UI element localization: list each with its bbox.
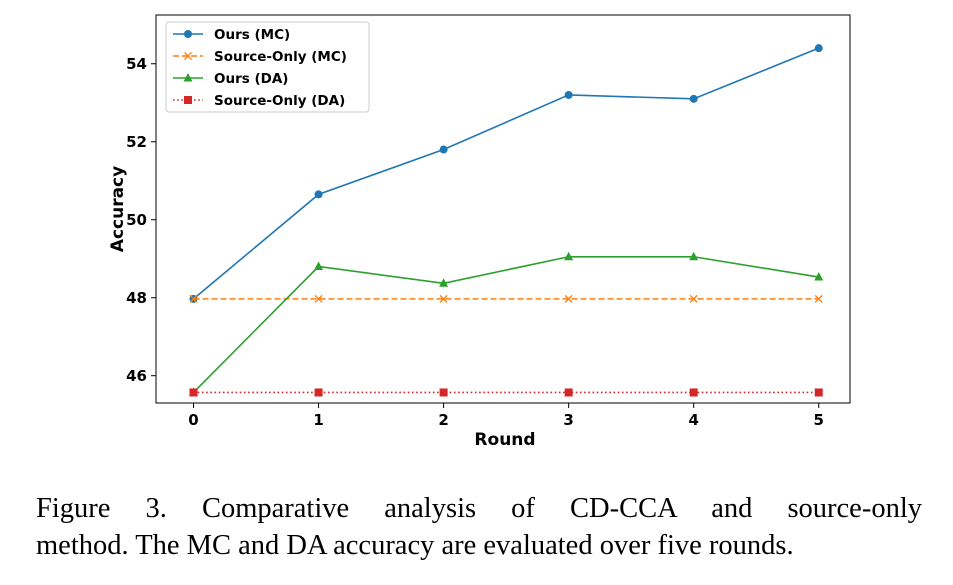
series-2	[189, 294, 823, 303]
data-point	[189, 294, 198, 303]
data-point	[439, 145, 448, 154]
x-axis-label: Round	[474, 430, 535, 450]
y-tick-label: 46	[126, 367, 147, 385]
x-tick-label: 1	[313, 411, 323, 429]
y-axis: 46 48 50 52 54	[126, 55, 156, 385]
data-point	[814, 272, 824, 281]
data-point	[564, 388, 573, 397]
data-point	[439, 294, 448, 303]
line-chart: 0 1 2 3 4 5 46 48 50 52 54 Round Accuracy Ours (M…	[108, 14, 851, 450]
legend-marker	[184, 96, 192, 104]
data-point	[689, 294, 698, 303]
data-point	[439, 278, 449, 287]
data-point	[314, 190, 323, 199]
data-point	[564, 251, 574, 261]
x-tick-label: 0	[188, 411, 198, 429]
legend-item: Ours (MC)	[173, 27, 290, 43]
x-tick-label: 3	[563, 411, 573, 429]
y-tick-label: 52	[126, 133, 147, 151]
data-point	[314, 388, 323, 397]
y-tick-label: 50	[126, 211, 147, 229]
legend-marker	[183, 73, 193, 82]
data-point	[189, 388, 198, 397]
data-point	[439, 388, 448, 397]
y-axis-label: Accuracy	[108, 166, 128, 252]
series-line	[192, 255, 819, 394]
data-point	[689, 388, 698, 397]
x-tick-label: 5	[814, 411, 824, 429]
data-point	[564, 294, 573, 303]
legend-label: Source-Only (DA)	[214, 93, 345, 109]
x-tick-label: 4	[688, 411, 698, 429]
legend-item: Source-Only (DA)	[173, 93, 345, 109]
data-point	[314, 261, 324, 271]
legend-marker	[184, 30, 192, 38]
y-tick-label: 48	[126, 289, 147, 307]
legend-label: Ours (DA)	[214, 71, 288, 87]
x-axis: 0 1 2 3 4 5	[188, 403, 824, 429]
legend-label: Ours (MC)	[214, 27, 290, 43]
data-point	[314, 294, 323, 303]
figure-caption: Figure 3. Comparative analysis of CD-CCA…	[36, 490, 922, 564]
data-point	[814, 388, 823, 397]
legend-box	[165, 21, 370, 113]
series-line	[193, 47, 820, 300]
data-point	[689, 251, 699, 261]
data-point	[564, 90, 573, 99]
legend-marker	[184, 52, 192, 60]
caption-line-1: Figure 3. Comparative analysis of CD-CCA…	[36, 493, 922, 524]
caption-line-2: method. The MC and DA accuracy are evalu…	[36, 530, 794, 561]
data-point	[689, 94, 698, 103]
plot-area	[189, 44, 824, 397]
data-point	[814, 294, 823, 303]
series-3	[189, 251, 824, 396]
x-tick-label: 2	[438, 411, 448, 429]
plot-frame	[155, 14, 851, 404]
y-tick-label: 54	[126, 55, 147, 73]
legend-item: Source-Only (MC)	[173, 49, 347, 65]
legend-label: Source-Only (MC)	[214, 49, 347, 65]
data-point	[814, 44, 823, 53]
legend: Ours (MC) Source-Only (MC) Ours (DA) Source…	[165, 21, 370, 113]
legend-item: Ours (DA)	[173, 71, 288, 87]
series-4	[189, 388, 823, 397]
